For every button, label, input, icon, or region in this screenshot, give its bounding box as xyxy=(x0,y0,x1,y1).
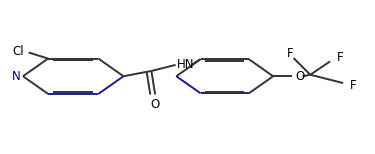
Text: N: N xyxy=(12,70,21,83)
Text: Cl: Cl xyxy=(12,45,24,57)
Text: HN: HN xyxy=(177,58,195,71)
Text: F: F xyxy=(286,47,293,60)
Text: F: F xyxy=(350,79,357,92)
Text: O: O xyxy=(150,98,160,111)
Text: O: O xyxy=(296,70,305,83)
Text: F: F xyxy=(337,51,344,64)
